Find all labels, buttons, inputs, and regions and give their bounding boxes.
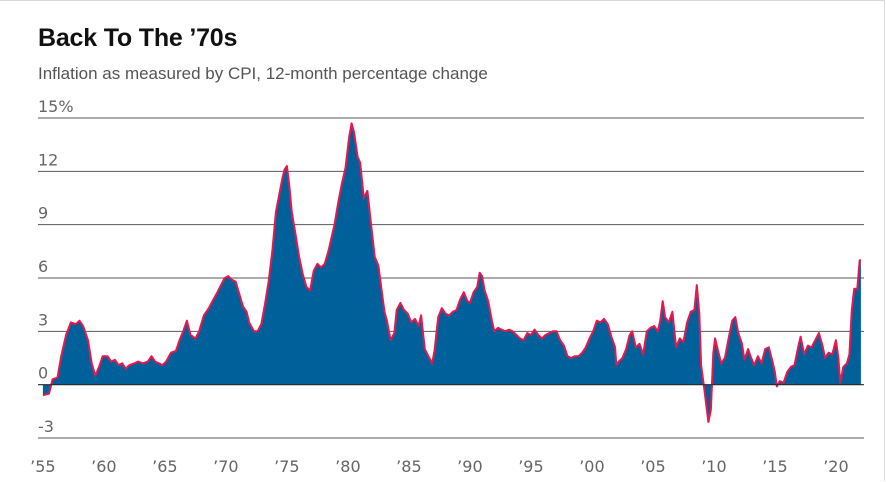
series-line-0 — [42, 122, 861, 423]
gridlines — [38, 117, 864, 439]
x-tick-label: ’55 — [30, 457, 55, 476]
x-tick-label: ’85 — [396, 457, 421, 476]
x-tick-label: ’10 — [701, 457, 726, 476]
x-tick-label: ’15 — [762, 457, 787, 476]
x-tick-label: ’00 — [579, 457, 604, 476]
x-tick-labels: ’55 ’60 ’65 ’70 ’75 ’80 ’85 ’90 ’95 ’00 ’05 ’10 ’15 ’… — [30, 457, 849, 476]
x-tick-label: ’80 — [335, 457, 360, 476]
y-tick-label: 15% — [38, 97, 74, 116]
x-tick-label: ’95 — [518, 457, 543, 476]
x-tick-label: ’20 — [823, 457, 848, 476]
series-layer — [42, 122, 861, 423]
y-tick-label: 0 — [38, 364, 48, 383]
x-tick-label: ’70 — [213, 457, 238, 476]
y-tick-label: 9 — [38, 204, 48, 223]
x-tick-label: ’60 — [91, 457, 116, 476]
x-tick-label: ’05 — [640, 457, 665, 476]
x-tick-label: ’90 — [457, 457, 482, 476]
x-tick-label: ’75 — [274, 457, 299, 476]
y-tick-label: 6 — [38, 257, 48, 276]
y-tick-label: 12 — [38, 150, 58, 169]
y-tick-label: 3 — [38, 310, 48, 329]
chart-title: Back To The ’70s — [38, 24, 238, 52]
chart-subtitle: Inflation as measured by CPI, 12-month p… — [38, 64, 488, 83]
y-tick-labels: 15% 12 9 6 3 0 -3 — [38, 97, 74, 436]
y-tick-label: -3 — [38, 417, 54, 436]
series-area-0 — [42, 123, 861, 423]
x-tick-label: ’65 — [152, 457, 177, 476]
